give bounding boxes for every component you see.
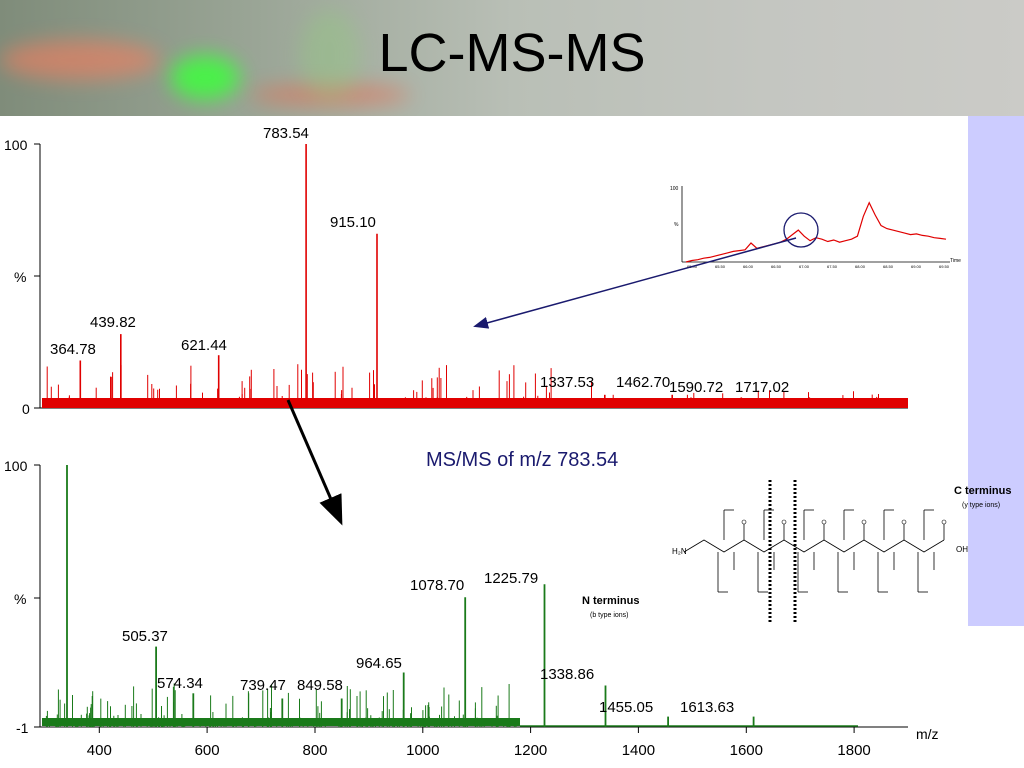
header-banner: LC-MS-MS xyxy=(0,0,1024,116)
c-end-label: OH xyxy=(956,545,968,554)
ms2-xlabel: m/z xyxy=(916,726,939,742)
page-title: LC-MS-MS xyxy=(378,23,646,83)
inset-ytick-percent: % xyxy=(674,222,679,228)
n-terminus-label: N terminus xyxy=(582,595,639,607)
ms1-peak-label: 783.54 xyxy=(263,125,309,142)
n-terminus-sublabel: (b type ions) xyxy=(590,612,629,619)
ms2-peak-label: 849.58 xyxy=(297,677,343,694)
ms2-xtick-label: 400 xyxy=(87,742,112,759)
ms2-baseline-noise xyxy=(42,718,520,726)
ms1-to-ms2-arrow xyxy=(286,399,343,526)
ms2-ytick-label-bottom: -1 xyxy=(16,720,29,736)
inset-trace xyxy=(685,201,947,263)
ms2-xtick-label: 1200 xyxy=(514,742,547,759)
ms2-peak-label: 964.65 xyxy=(356,655,402,672)
ms2-xtick-label: 1600 xyxy=(730,742,763,759)
fluorescence-red-spot xyxy=(0,40,160,80)
inset-xtick-label: 67.50 xyxy=(827,264,838,269)
ms2-xtick-label: 600 xyxy=(195,742,220,759)
inset-xtick-label: 65.50 xyxy=(715,264,726,269)
fluorescence-green-spot xyxy=(170,55,240,100)
ms1-peak-label: 1590.72 xyxy=(669,379,723,396)
inset-xtick-label: 69.00 xyxy=(911,264,922,269)
inset-xtick-label: 67.00 xyxy=(799,264,810,269)
carbonyl-oxygen xyxy=(901,519,907,525)
ms1-ytick-label-top: 100 xyxy=(4,137,28,153)
ms2-peak-label: 1338.86 xyxy=(540,666,594,683)
ms2-peak-label: 1455.05 xyxy=(599,699,653,716)
ms2-xtick-label: 1800 xyxy=(837,742,870,759)
peptide-side-chains xyxy=(717,509,947,593)
inset-to-ms1-arrow xyxy=(473,237,797,329)
ms2-title: MS/MS of m/z 783.54 xyxy=(426,449,618,471)
inset-xlabel: Time xyxy=(950,258,961,264)
c-terminus-sublabel: (y type ions) xyxy=(962,502,1000,509)
ms2-peak-label: 739.47 xyxy=(240,677,286,694)
ms1-ytick-label-bottom: 0 xyxy=(22,401,30,417)
ms2-xtick-label: 1400 xyxy=(622,742,655,759)
ms1-peak-label: 439.82 xyxy=(90,314,136,331)
peptide-backbone xyxy=(683,539,945,553)
inset-xticks: 65.0065.5066.0066.5067.0067.5068.0068.50… xyxy=(687,264,950,269)
ms2-ytick-label-top: 100 xyxy=(4,458,28,474)
ms2-peak-label: 1225.79 xyxy=(484,570,538,587)
carbonyl-oxygen xyxy=(821,519,827,525)
inset-xtick-label: 69.50 xyxy=(939,264,950,269)
ms1-peak-label: 621.44 xyxy=(181,337,227,354)
chromatogram-inset: 100 % Time 65.0065.5066.0066.5067.0067.5… xyxy=(670,186,961,269)
ms1-baseline-noise xyxy=(42,398,908,408)
carbonyl-oxygen xyxy=(941,519,947,525)
ms2-xticks: 400 600 800 1000 1200 1400 1600 1800 xyxy=(87,727,871,759)
ms1-peak-label: 1717.02 xyxy=(735,379,789,396)
ms1-peaks: 783.54 915.10 439.82 364.78 621.44 1337.53 146… xyxy=(50,125,811,408)
ms1-peak-label: 1462.70 xyxy=(616,374,670,391)
ms2-ytick-label-mid: % xyxy=(14,591,26,607)
inset-highlight-circle xyxy=(783,212,819,248)
inset-xtick-label: 66.00 xyxy=(743,264,754,269)
inset-xtick-label: 66.50 xyxy=(771,264,782,269)
ms2-chart: MS/MS of m/z 783.54 100 % -1 505.37 574.3… xyxy=(4,449,939,759)
fluorescence-faint-spot xyxy=(300,10,360,100)
carbonyl-oxygen xyxy=(781,519,787,525)
ms1-chart: 100 % 0 783.54 915.10 439.82 364.78 621.44 13… xyxy=(4,125,908,417)
n-end-label: H₂N xyxy=(672,547,687,556)
ms1-noise-peaks xyxy=(43,364,883,408)
inset-ytick-100: 100 xyxy=(670,186,679,192)
ms2-peaks: 505.37 574.34 739.47 849.58 964.65 1078.70 122… xyxy=(66,465,755,727)
ms2-noise-peaks xyxy=(45,683,517,727)
ms1-peak-label: 915.10 xyxy=(330,214,376,231)
ms2-xtick-label: 1000 xyxy=(406,742,439,759)
ms2-peak-label: 574.34 xyxy=(157,675,203,692)
ms2-peak-label: 1613.63 xyxy=(680,699,734,716)
ms2-peak-label: 505.37 xyxy=(122,628,168,645)
ms1-peak-label: 364.78 xyxy=(50,341,96,358)
inset-xtick-label: 68.00 xyxy=(855,264,866,269)
ms1-ytick-label-mid: % xyxy=(14,269,26,285)
side-panel xyxy=(968,116,1024,626)
c-terminus-label: C terminus xyxy=(954,485,1011,497)
ms2-xtick-label: 800 xyxy=(302,742,327,759)
peptide-structure-diagram: C terminus (y type ions) N terminus (b t… xyxy=(582,480,1011,622)
carbonyl-oxygen xyxy=(861,519,867,525)
carbonyl-oxygen xyxy=(741,519,747,525)
fluorescence-red-streak xyxy=(250,85,410,105)
inset-xtick-label: 68.50 xyxy=(883,264,894,269)
ms2-peak-label: 1078.70 xyxy=(410,577,464,594)
ms1-peak-label: 1337.53 xyxy=(540,374,594,391)
